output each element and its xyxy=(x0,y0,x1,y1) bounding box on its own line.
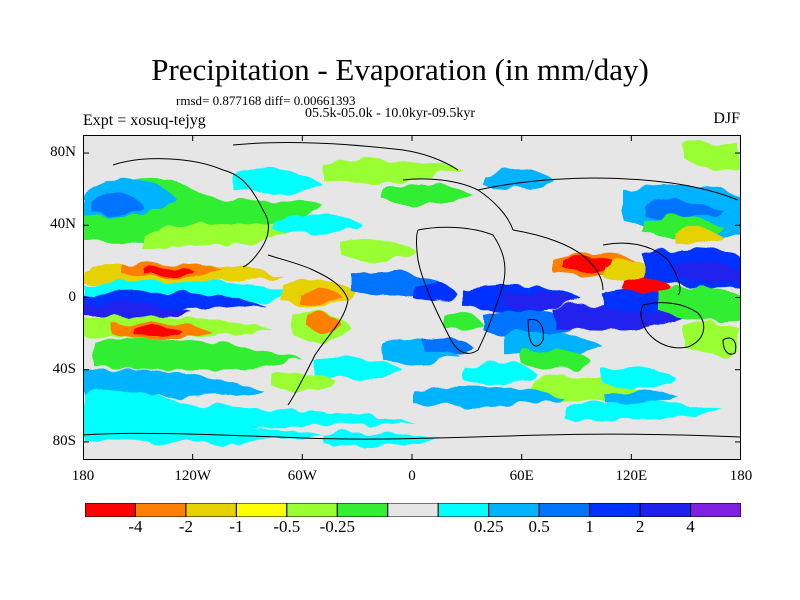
map-ticks xyxy=(83,135,741,460)
longitude-label: 120E xyxy=(615,468,648,484)
coastlines xyxy=(83,142,741,440)
colorbar-swatch xyxy=(185,503,237,517)
colorbar-label: 2 xyxy=(635,517,645,536)
latitude-label: 40S xyxy=(52,360,76,377)
colorbar xyxy=(85,503,741,517)
colorbar-swatch xyxy=(134,503,187,517)
colorbar-swatch xyxy=(538,503,591,517)
colorbar-swatch xyxy=(336,503,389,517)
colorbar-swatch xyxy=(387,503,439,517)
longitude-label: 180 xyxy=(729,468,753,484)
colorbar-label: 0.5 xyxy=(528,517,550,536)
colorbar-swatch xyxy=(690,503,741,517)
season-label: DJF xyxy=(713,110,740,127)
colorbar-label: 0.25 xyxy=(473,517,504,536)
pe-field xyxy=(83,142,741,446)
colorbar-label: -0.5 xyxy=(273,517,301,536)
colorbar-swatch xyxy=(639,503,692,517)
colorbar-swatch xyxy=(488,503,540,517)
colorbar-swatch xyxy=(235,503,288,517)
colorbar-swatch xyxy=(437,503,490,517)
latitude-label: 80N xyxy=(50,144,76,161)
longitude-label: 120W xyxy=(174,468,211,484)
colorbar-swatch xyxy=(589,503,641,517)
colorbar-label: -2 xyxy=(178,517,193,536)
latitude-label: 80S xyxy=(52,432,76,449)
colorbar-label: -4 xyxy=(128,517,143,536)
period-label: 05.5k-05.0k - 10.0kyr-09.5kyr xyxy=(305,106,476,121)
colorbar-label: 4 xyxy=(686,517,695,536)
colorbar-swatch xyxy=(85,503,136,517)
world-map xyxy=(83,135,741,460)
rmsd-diff-stats: rmsd= 0.877168 diff= 0.00661393 xyxy=(176,93,356,108)
latitude-label: 0 xyxy=(68,288,77,305)
colorbar-label: -0.25 xyxy=(319,517,355,536)
colorbar-label: -1 xyxy=(229,517,244,536)
longitude-label: 0 xyxy=(408,468,416,484)
longitude-label: 60E xyxy=(509,468,534,484)
experiment-label: Expt = xosuq-tejyg xyxy=(83,112,206,129)
longitude-label: 60W xyxy=(287,468,317,484)
colorbar-label: 1 xyxy=(585,517,594,536)
latitude-label: 40N xyxy=(50,216,76,233)
colorbar-swatch xyxy=(286,503,338,517)
map-title: Precipitation - Evaporation (in mm/day) xyxy=(151,52,649,87)
longitude-label: 180 xyxy=(71,468,95,484)
